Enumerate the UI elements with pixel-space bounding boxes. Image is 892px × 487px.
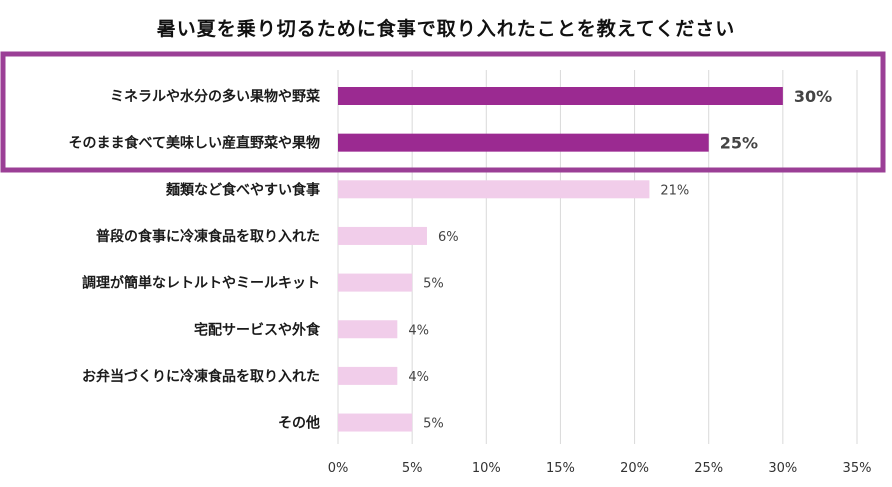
x-tick-label: 25% [694, 461, 723, 476]
x-tick-label: 20% [620, 461, 649, 476]
category-label: そのまま食べて美味しい産直野菜や果物 [69, 135, 320, 152]
category-label: 普段の食事に冷凍食品を取り入れた [96, 228, 320, 245]
bar [338, 133, 709, 152]
value-label: 30% [794, 87, 832, 106]
value-label: 5% [423, 277, 444, 292]
category-label: 調理が簡単なレトルトやミールキット [82, 275, 320, 292]
chart-title: 暑い夏を乗り切るために食事で取り入れたことを教えてください [156, 18, 736, 40]
bar [338, 226, 427, 245]
x-tick-label: 35% [843, 461, 872, 476]
gridlines [337, 70, 858, 444]
category-label: お弁当づくりに冷凍食品を取り入れた [82, 368, 320, 385]
x-tick-label: 15% [546, 461, 575, 476]
bar [338, 366, 398, 385]
bar [338, 320, 398, 339]
category-labels: ミネラルや水分の多い果物や野菜そのまま食べて美味しい産直野菜や果物麺類など食べや… [69, 88, 321, 432]
x-tick-label: 30% [768, 461, 797, 476]
x-tick-label: 0% [328, 461, 349, 476]
bar [338, 273, 413, 292]
bar [338, 180, 650, 199]
value-labels: 30% 25% 21% 6% 5% 4% 4% 5% [408, 87, 832, 432]
value-label: 21% [660, 183, 689, 198]
value-label: 25% [720, 134, 758, 153]
category-label: 宅配サービスや外食 [194, 321, 321, 338]
category-label: 麺類など食べやすい食事 [165, 181, 320, 198]
bar [338, 87, 783, 105]
bar [338, 413, 413, 432]
value-label: 4% [408, 323, 429, 338]
value-label: 4% [408, 370, 429, 385]
value-label: 5% [423, 417, 444, 432]
highlight-box [0, 51, 886, 173]
x-tick-label: 5% [402, 461, 423, 476]
category-label: その他 [278, 415, 320, 432]
value-label: 6% [438, 230, 459, 245]
x-tick-label: 10% [472, 461, 501, 476]
x-tick-labels: 0% 5% 10% 15% 20% 25% 30% 35% [328, 461, 872, 476]
bars [338, 87, 783, 432]
category-label: ミネラルや水分の多い果物や野菜 [110, 88, 321, 105]
